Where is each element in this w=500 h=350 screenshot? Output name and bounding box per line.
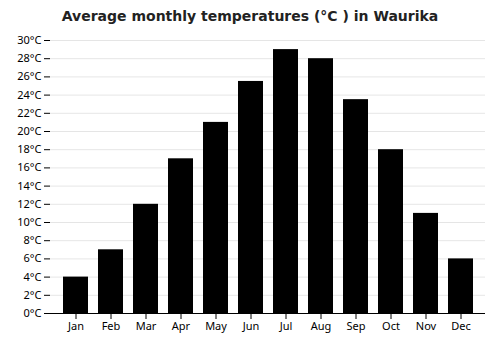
svg-text:0°C: 0°C <box>24 305 42 320</box>
svg-text:Jul: Jul <box>279 318 293 333</box>
svg-text:Aug: Aug <box>311 318 332 333</box>
svg-text:Mar: Mar <box>136 318 157 333</box>
svg-text:Feb: Feb <box>102 318 121 333</box>
svg-text:Dec: Dec <box>451 318 471 333</box>
svg-text:12°C: 12°C <box>17 196 41 211</box>
svg-text:14°C: 14°C <box>17 178 41 193</box>
svg-text:May: May <box>205 318 227 333</box>
svg-text:Jun: Jun <box>242 318 260 333</box>
svg-text:Oct: Oct <box>382 318 400 333</box>
svg-text:8°C: 8°C <box>24 232 42 247</box>
svg-text:30°C: 30°C <box>17 32 41 47</box>
svg-text:2°C: 2°C <box>24 287 42 302</box>
svg-text:18°C: 18°C <box>17 141 41 156</box>
svg-text:4°C: 4°C <box>24 269 42 284</box>
svg-text:Nov: Nov <box>416 318 437 333</box>
svg-text:10°C: 10°C <box>17 214 41 229</box>
svg-text:16°C: 16°C <box>17 159 41 174</box>
svg-text:22°C: 22°C <box>17 105 41 120</box>
svg-text:20°C: 20°C <box>17 123 41 138</box>
svg-text:24°C: 24°C <box>17 87 41 102</box>
svg-text:Jan: Jan <box>67 318 84 333</box>
svg-text:28°C: 28°C <box>17 50 41 65</box>
svg-text:Sep: Sep <box>346 318 365 333</box>
svg-text:6°C: 6°C <box>24 250 42 265</box>
html-text:Average monthly temperatures (: Average monthly temperatures (°C ) in Wa… <box>61 8 439 24</box>
svg-text:26°C: 26°C <box>17 68 41 83</box>
svg-text:Apr: Apr <box>172 318 191 333</box>
